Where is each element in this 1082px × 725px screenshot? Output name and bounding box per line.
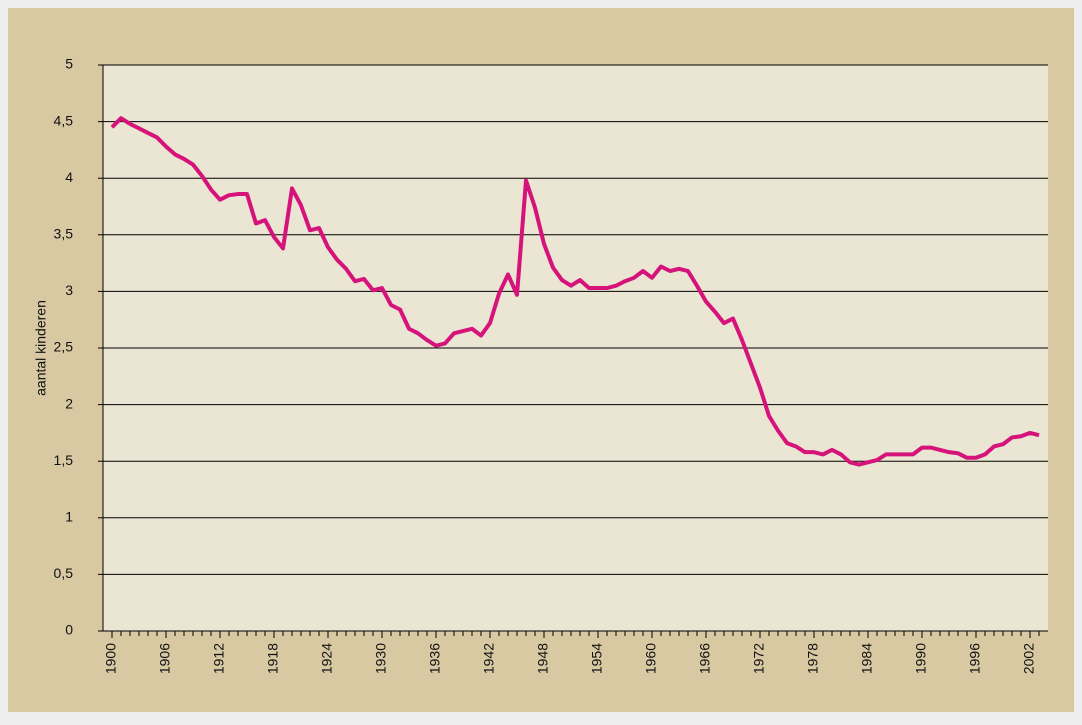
y-tick-label: 1,5	[54, 452, 74, 468]
x-tick-label: 1990	[913, 643, 929, 674]
y-tick-label: 0	[65, 622, 73, 638]
y-axis-label: aantal kinderen	[33, 300, 49, 396]
y-tick-label: 5	[65, 56, 73, 72]
x-tick-label: 1966	[697, 643, 713, 674]
x-tick-label: 1936	[427, 643, 443, 674]
x-tick-label: 1906	[157, 643, 173, 674]
y-tick-label: 3	[65, 282, 73, 298]
x-tick-label: 1948	[535, 643, 551, 674]
x-tick-label: 1930	[373, 643, 389, 674]
x-tick-label: 1996	[967, 643, 983, 674]
x-tick-label: 2002	[1021, 643, 1037, 674]
y-tick-label: 4	[65, 169, 73, 185]
x-tick-label: 1900	[103, 643, 119, 674]
x-tick-label: 1954	[589, 643, 605, 674]
data-line	[110, 116, 1040, 467]
x-tick-label: 1972	[751, 643, 767, 674]
x-tick-label: 1978	[805, 643, 821, 674]
y-tick-label: 2,5	[54, 339, 74, 355]
x-tick-label: 1912	[211, 643, 227, 674]
y-tick-label: 3,5	[54, 226, 74, 242]
y-tick-label: 1	[65, 509, 73, 525]
x-tick-label: 1918	[265, 643, 281, 674]
x-tick-label: 1924	[319, 643, 335, 674]
x-tick-label: 1942	[481, 643, 497, 674]
x-tick-label: 1960	[643, 643, 659, 674]
x-tick-label: 1984	[859, 643, 875, 674]
y-tick-label: 0,5	[54, 565, 74, 581]
y-tick-label: 4,5	[54, 112, 74, 128]
y-tick-label: 2	[65, 395, 73, 411]
